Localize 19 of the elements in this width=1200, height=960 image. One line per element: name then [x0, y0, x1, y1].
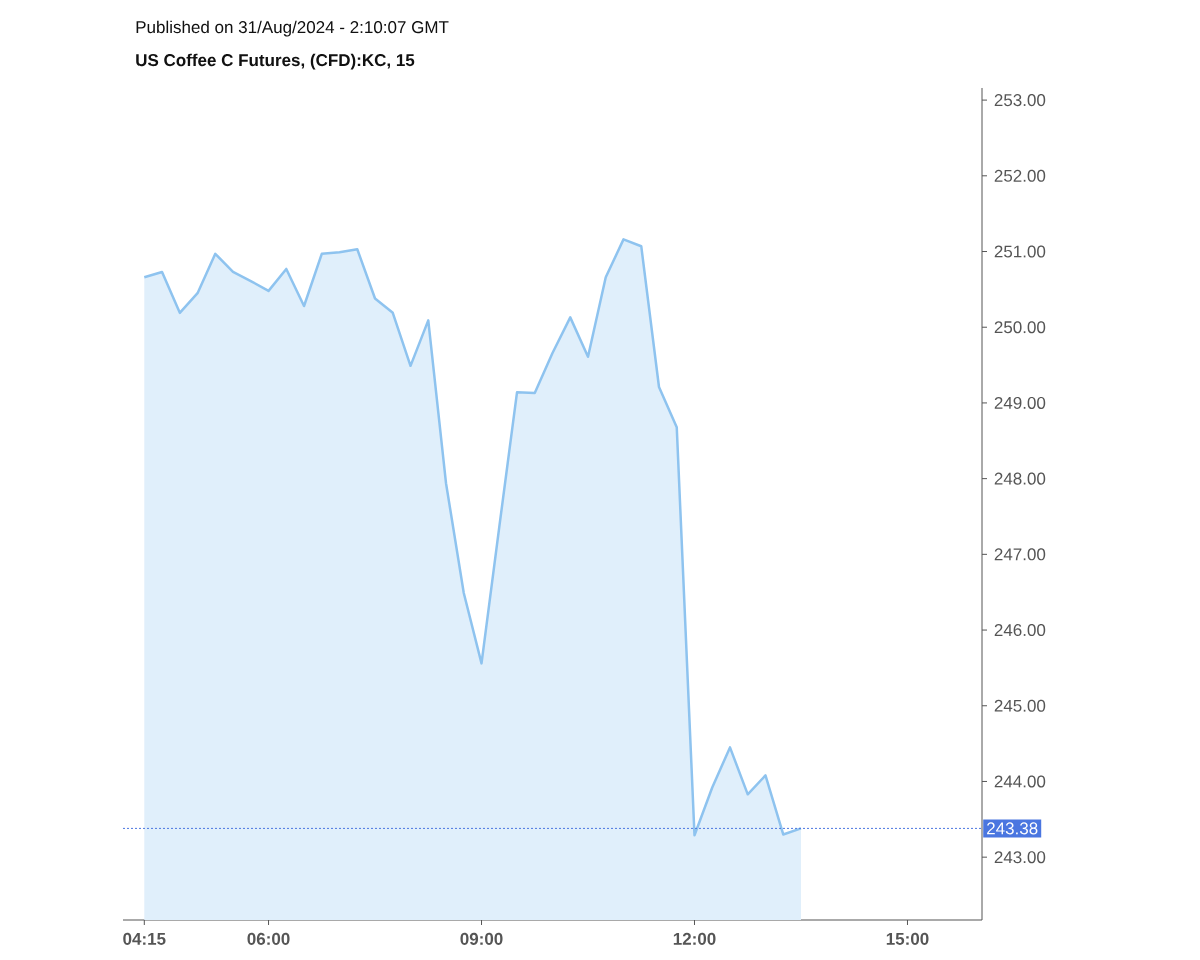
x-tick-label: 09:00: [460, 932, 503, 945]
y-tick-label: 250.00: [994, 321, 1046, 334]
y-tick-label: 244.00: [994, 775, 1046, 788]
x-tick-label: 15:00: [886, 932, 929, 945]
chart-title: US Coffee C Futures, (CFD):KC, 15: [136, 53, 415, 70]
y-tick-label: 246.00: [994, 624, 1046, 637]
y-tick-label: 243.00: [994, 851, 1046, 864]
ref-line-label: 243.38: [987, 822, 1038, 835]
y-tick-label: 249.00: [994, 396, 1046, 409]
x-tick-label: 04:15: [123, 932, 166, 945]
x-tick-label: 12:00: [673, 932, 716, 945]
y-tick-label: 247.00: [994, 548, 1046, 561]
text: Published on 31/Aug/2024 - 2:10:07 GMT: [136, 20, 449, 37]
y-tick-label: 245.00: [994, 699, 1046, 712]
x-tick-label: 06:00: [247, 932, 290, 945]
y-tick-label: 253.00: [994, 94, 1046, 107]
y-tick-label: 251.00: [994, 245, 1046, 258]
y-tick-label: 248.00: [994, 472, 1046, 485]
y-tick-label: 252.00: [994, 169, 1046, 182]
